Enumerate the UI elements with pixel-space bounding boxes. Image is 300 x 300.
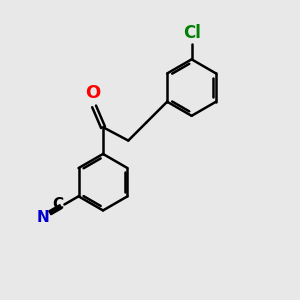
Text: Cl: Cl	[183, 24, 200, 42]
Text: O: O	[85, 84, 100, 102]
Text: C: C	[52, 197, 63, 212]
Text: N: N	[36, 210, 49, 225]
